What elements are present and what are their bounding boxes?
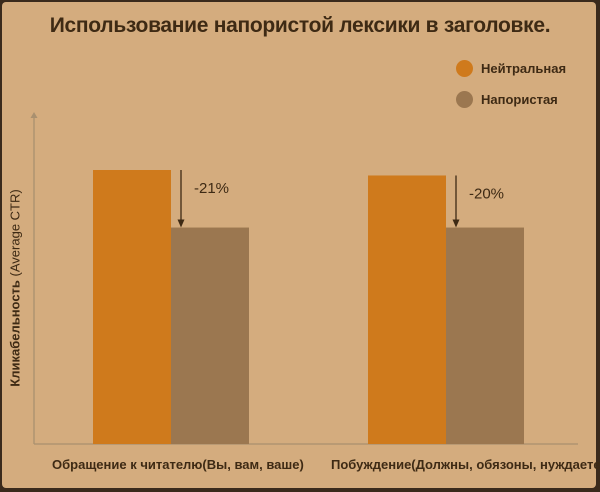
bar-neutral-1: [368, 175, 446, 445]
bar-neutral-0: [93, 170, 171, 444]
bar-assertive-1: [446, 227, 524, 444]
x-tick-label-urge: Побуждение(Должны, обязоны, нуждаетесь): [331, 457, 600, 472]
legend-item-assertive: Напористая: [456, 91, 558, 108]
legend-label-neutral: Нейтральная: [481, 61, 567, 76]
delta-arrow-head-1: [452, 219, 460, 228]
x-tick-label-address: Обращение к читателю(Вы, вам, ваше): [52, 457, 304, 472]
delta-label-0: -21%: [194, 180, 229, 197]
delta-label-1: -20%: [469, 185, 504, 202]
legend-item-neutral: Нейтральная: [456, 60, 566, 77]
chart-title: Использование напористой лексики в загол…: [49, 14, 551, 37]
delta-arrow-head-0: [177, 219, 185, 228]
legend-swatch-neutral: [456, 60, 473, 77]
y-axis-arrowhead: [30, 112, 38, 118]
bar-assertive-0: [171, 227, 249, 444]
legend-swatch-assertive: [456, 91, 473, 108]
legend-label-assertive: Напористая: [481, 92, 558, 107]
